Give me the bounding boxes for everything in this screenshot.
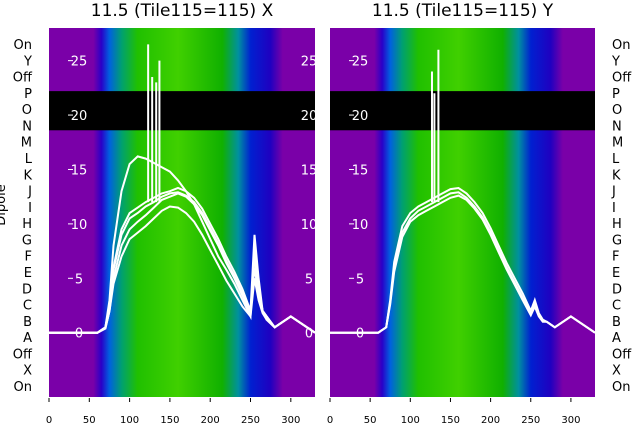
x-tick-label: 100: [401, 415, 420, 426]
y-tick-label: D: [22, 282, 32, 297]
x-tick-label: 200: [481, 415, 500, 426]
x-tick-label: 200: [201, 415, 220, 426]
y-tick-label: Off: [612, 71, 632, 86]
y-tick-label: L: [612, 152, 620, 167]
overlay-tick-label-right: 20: [301, 109, 318, 124]
y-tick-label: I: [612, 201, 616, 216]
overlay-tick-label: 10: [352, 218, 369, 233]
y-tick-label: D: [612, 282, 622, 297]
y-tick-label: J: [27, 185, 32, 200]
series-line-3: [330, 194, 595, 334]
y-tick-label: Off: [13, 347, 33, 362]
y-tick-label: Off: [612, 347, 632, 362]
y-axis-label: Dipole: [0, 184, 9, 225]
y-tick-label: B: [612, 315, 621, 330]
y-tick-label: K: [23, 168, 32, 183]
x-tick-label: 300: [281, 415, 300, 426]
y-tick-label: F: [25, 250, 32, 265]
y-tick-label: N: [612, 119, 622, 134]
series-line-5: [49, 205, 315, 334]
y-tick-label: M: [21, 136, 32, 151]
y-tick-label: G: [612, 233, 622, 248]
black-band: [49, 91, 315, 131]
y-tick-label: X: [23, 364, 32, 379]
heat-band: [49, 28, 315, 398]
heat-row-x: [382, 436, 571, 440]
y-tick-label: I: [28, 201, 32, 216]
series-line-1: [330, 186, 595, 334]
y-tick-label: M: [612, 136, 623, 151]
y-tick-label: H: [612, 217, 622, 232]
x-tick-label: 150: [441, 415, 460, 426]
x-tick-label: 50: [364, 415, 377, 426]
y-tick-label: G: [22, 233, 32, 248]
y-tick-label: J: [611, 185, 616, 200]
y-tick-label: L: [25, 152, 33, 167]
x-tick-label: 100: [120, 415, 139, 426]
y-tick-label: On: [612, 38, 630, 53]
overlay-tick-label: 0: [75, 327, 83, 342]
y-tick-label: O: [612, 103, 622, 118]
overlay-tick-label: 15: [352, 163, 369, 178]
panel-2: 0 5 10 15 20 25 11.5 (Tile115=115) Y 0 50 100 150 2…: [327, 1, 632, 440]
x-tick-label: 250: [521, 415, 540, 426]
heat-row-x: [101, 436, 290, 440]
overlay-tick-label-right: 10: [301, 218, 318, 233]
y-tick-label: C: [612, 299, 621, 314]
y-tick-label: Y: [611, 54, 620, 69]
y-tick-label: On: [14, 380, 32, 395]
y-tick-label: A: [612, 331, 621, 346]
x-tick-label: 300: [561, 415, 580, 426]
overlay-tick-label: 20: [352, 109, 369, 124]
plot-body: 0 0 5 5 10 10 15 15 20 20 25 25: [49, 28, 318, 440]
overlay-tick-label: 5: [356, 272, 364, 287]
x-tick-label: 250: [241, 415, 260, 426]
heat-band: [330, 28, 595, 398]
overlay-tick-label-right: 15: [301, 163, 318, 178]
y-tick-label: E: [612, 266, 620, 281]
chart-title: 11.5 (Tile115=115) Y: [372, 1, 554, 21]
y-tick-label: C: [23, 299, 32, 314]
y-tick-label: E: [24, 266, 32, 281]
overlay-tick-label-right: 5: [305, 272, 313, 287]
chart-title: 11.5 (Tile115=115) X: [91, 1, 274, 21]
y-tick-label: H: [22, 217, 32, 232]
overlay-tick-label: 0: [356, 327, 364, 342]
y-tick-label: P: [24, 87, 32, 102]
y-tick-label: N: [22, 119, 32, 134]
y-tick-label: On: [612, 380, 630, 395]
y-tick-label: P: [612, 87, 620, 102]
y-tick-label: On: [14, 38, 32, 53]
y-tick-label: Y: [23, 54, 32, 69]
overlay-tick-label: 20: [71, 109, 88, 124]
overlay-tick-label-right: 0: [305, 327, 313, 342]
overlay-tick-label-right: 25: [301, 55, 318, 70]
black-band: [330, 91, 595, 131]
overlay-tick-label: 25: [71, 55, 88, 70]
x-tick-label: 50: [83, 415, 96, 426]
y-tick-label: A: [23, 331, 32, 346]
y-tick-label: X: [612, 364, 621, 379]
overlay-tick-label: 15: [71, 163, 88, 178]
panel-1: 0 0 5 5 10 10 15 15 20 20 25 25 11.5 (Tile115=115) X…: [0, 1, 318, 440]
overlay-tick-label: 10: [71, 218, 88, 233]
plot-body: 0 5 10 15 20 25: [330, 28, 595, 440]
x-tick-label: 0: [327, 415, 333, 426]
x-tick-label: 150: [160, 415, 179, 426]
overlay-tick-label: 5: [75, 272, 83, 287]
y-tick-label: Off: [13, 71, 33, 86]
y-tick-label: O: [22, 103, 32, 118]
y-tick-label: F: [612, 250, 619, 265]
overlay-tick-label: 25: [352, 55, 369, 70]
series-line-4: [49, 192, 315, 334]
y-tick-label: B: [23, 315, 32, 330]
x-tick-label: 0: [46, 415, 52, 426]
y-tick-label: K: [612, 168, 621, 183]
